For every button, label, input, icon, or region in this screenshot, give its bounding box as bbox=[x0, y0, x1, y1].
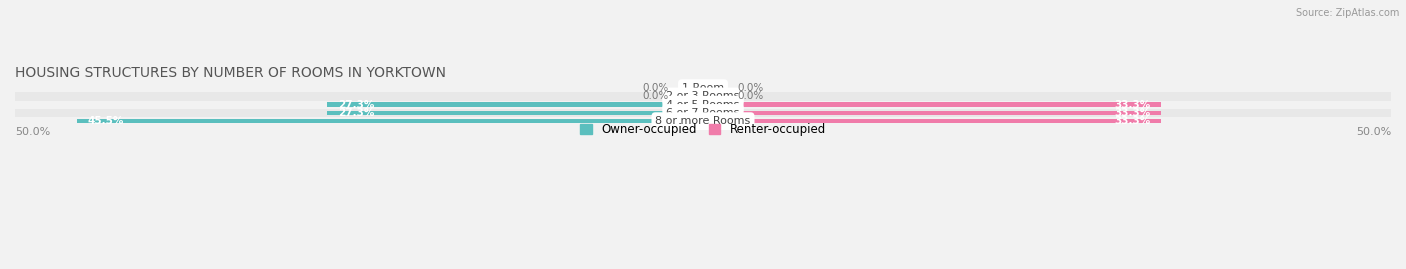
Bar bbox=[682, 86, 703, 90]
Text: 50.0%: 50.0% bbox=[15, 126, 51, 137]
Text: 2 or 3 Rooms: 2 or 3 Rooms bbox=[666, 91, 740, 101]
Bar bbox=[15, 117, 1391, 125]
Text: 33.3%: 33.3% bbox=[1114, 116, 1150, 126]
Bar bbox=[15, 92, 1391, 101]
Bar bbox=[703, 94, 724, 99]
Bar bbox=[703, 119, 1161, 123]
Text: Source: ZipAtlas.com: Source: ZipAtlas.com bbox=[1295, 8, 1399, 18]
Text: 0.0%: 0.0% bbox=[737, 91, 763, 101]
Text: 1 Room: 1 Room bbox=[682, 83, 724, 93]
Text: 0.0%: 0.0% bbox=[737, 83, 763, 93]
Text: 27.3%: 27.3% bbox=[339, 100, 375, 110]
Legend: Owner-occupied, Renter-occupied: Owner-occupied, Renter-occupied bbox=[575, 118, 831, 141]
Text: 33.3%: 33.3% bbox=[1114, 108, 1150, 118]
Text: 4 or 5 Rooms: 4 or 5 Rooms bbox=[666, 100, 740, 110]
Bar bbox=[15, 109, 1391, 117]
Text: 6 or 7 Rooms: 6 or 7 Rooms bbox=[666, 108, 740, 118]
Text: 0.0%: 0.0% bbox=[643, 83, 669, 93]
Text: 50.0%: 50.0% bbox=[1355, 126, 1391, 137]
Text: 0.0%: 0.0% bbox=[643, 91, 669, 101]
Text: 45.5%: 45.5% bbox=[89, 116, 124, 126]
Text: 8 or more Rooms: 8 or more Rooms bbox=[655, 116, 751, 126]
Bar bbox=[15, 84, 1391, 92]
Bar bbox=[703, 86, 724, 90]
Text: HOUSING STRUCTURES BY NUMBER OF ROOMS IN YORKTOWN: HOUSING STRUCTURES BY NUMBER OF ROOMS IN… bbox=[15, 66, 446, 80]
Bar bbox=[328, 102, 703, 107]
Bar bbox=[682, 94, 703, 99]
Text: 33.3%: 33.3% bbox=[1114, 100, 1150, 110]
Bar bbox=[15, 101, 1391, 109]
Bar bbox=[77, 119, 703, 123]
Bar bbox=[703, 111, 1161, 115]
Bar bbox=[703, 102, 1161, 107]
Bar bbox=[328, 111, 703, 115]
Text: 27.3%: 27.3% bbox=[339, 108, 375, 118]
